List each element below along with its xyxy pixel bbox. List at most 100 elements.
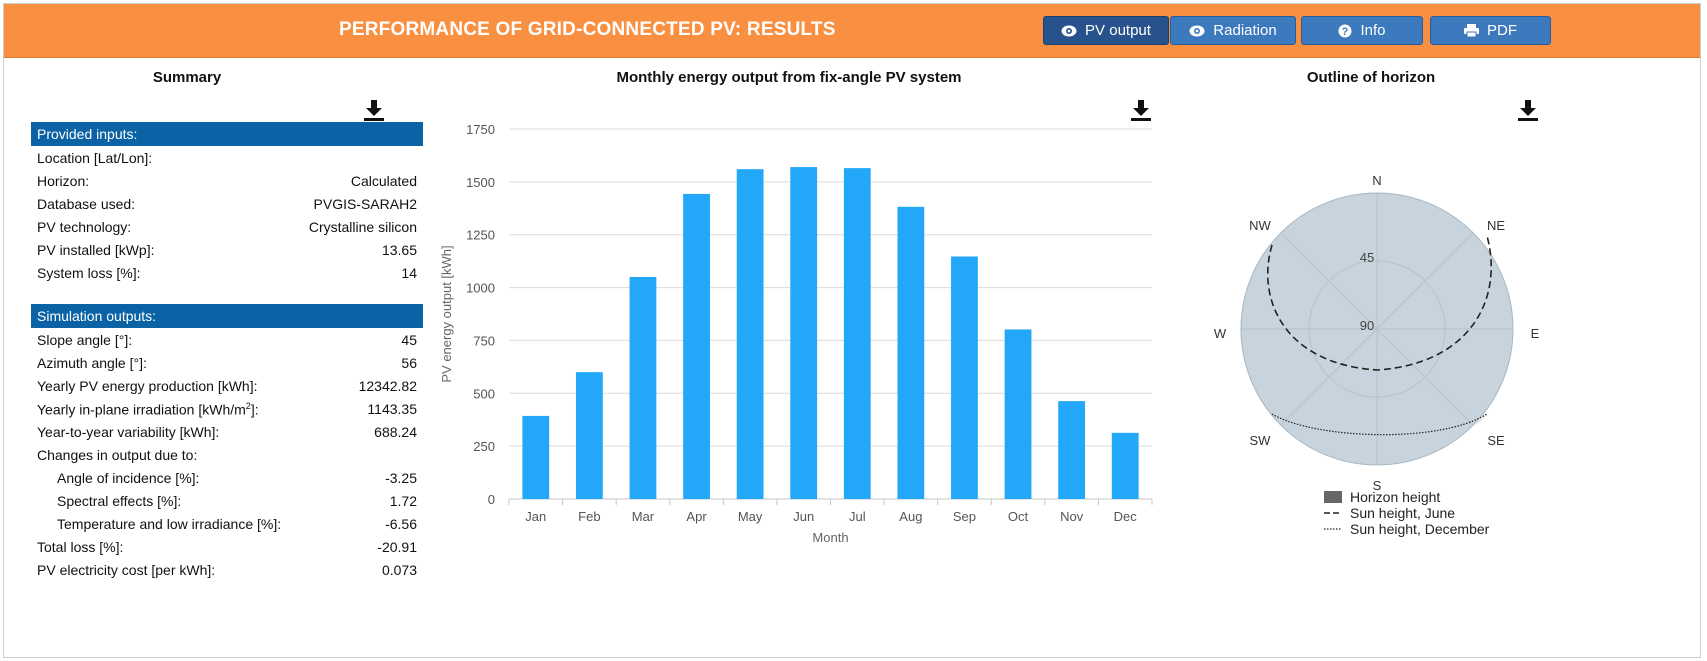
question-circle-icon: ? — [1338, 24, 1352, 38]
x-tick-label: Jan — [525, 509, 546, 524]
x-tick-label: Mar — [632, 509, 655, 524]
download-icon[interactable] — [1517, 99, 1539, 121]
bar-jan — [522, 415, 550, 499]
summary-row-value: -20.91 — [377, 539, 417, 555]
summary-row: Yearly PV energy production [kWh]: 12342.… — [31, 378, 417, 398]
summary-row: Spectral effects [%]: 1.72 — [31, 493, 417, 513]
horizon-height-area — [1474, 414, 1487, 426]
pdf-button[interactable]: PDF — [1430, 16, 1551, 45]
summary-row-label: System loss [%]: — [37, 265, 141, 281]
summary-row-value: 14 — [401, 265, 417, 281]
summary-row: Angle of incidence [%]: -3.25 — [31, 470, 417, 490]
summary-row-value: 12342.82 — [358, 378, 417, 394]
monthly-energy-chart: 0 250 500 750 1000 1250 1500 1750 Jan Feb Mar Apr Ma… — [439, 122, 1153, 545]
svg-text:?: ? — [1342, 26, 1349, 38]
summary-row: Year-to-year variability [kWh]: 688.24 — [31, 424, 417, 444]
summary-row-label: Database used: — [37, 196, 136, 212]
summary-row-value: 1143.35 — [367, 401, 417, 417]
bar-apr — [683, 193, 710, 499]
summary-row-label: Slope angle [°]: — [37, 332, 133, 348]
summary-row-label: PV electricity cost [per kWh]: — [37, 562, 216, 578]
bar-may — [736, 169, 764, 499]
summary-row-label: Changes in output due to: — [37, 447, 198, 463]
simulation-outputs-header: Simulation outputs: — [31, 304, 423, 328]
summary-row-value: 45 — [401, 332, 417, 348]
direction-ne-label: NE — [1487, 218, 1505, 233]
summary-row-label: Year-to-year variability [kWh]: — [37, 424, 220, 440]
x-tick-label: Sep — [953, 509, 976, 524]
summary-row: Horizon: Calculated — [31, 173, 417, 193]
ring-90-label: 90 — [1360, 318, 1374, 333]
y-tick-label: 250 — [473, 439, 495, 454]
ring-45-label: 45 — [1360, 250, 1374, 265]
summary-row-label: Horizon: — [37, 173, 90, 189]
summary-row: Location [Lat/Lon]: — [31, 150, 417, 170]
pv-output-button[interactable]: PV output — [1043, 16, 1169, 45]
y-tick-label: 1000 — [466, 281, 495, 296]
legend-sun-december: Sun height, December — [1324, 521, 1489, 537]
bar-nov — [1058, 401, 1086, 499]
pdf-label: PDF — [1487, 22, 1517, 39]
summary-row-label: Location [Lat/Lon]: — [37, 150, 153, 166]
x-tick-label: May — [738, 509, 763, 524]
x-tick-label: Feb — [578, 509, 600, 524]
summary-row-value: 0.073 — [381, 562, 417, 578]
pv-output-label: PV output — [1085, 22, 1151, 39]
direction-se-label: SE — [1487, 433, 1505, 448]
x-tick-label: Nov — [1060, 509, 1084, 524]
summary-row-label: Angle of incidence [%]: — [57, 470, 200, 486]
summary-row-value: -6.56 — [385, 516, 417, 532]
bar-dec — [1111, 432, 1139, 499]
bar-oct — [1004, 329, 1032, 499]
summary-row-value: -3.25 — [385, 470, 417, 486]
direction-nw-label: NW — [1249, 218, 1271, 233]
eye-icon — [1189, 25, 1205, 36]
summary-row-value: 56 — [401, 355, 417, 371]
page-title: PERFORMANCE OF GRID-CONNECTED PV: RESULT… — [339, 19, 836, 40]
sun-path-june — [1267, 235, 1492, 371]
eye-icon — [1061, 25, 1077, 36]
summary-row: Slope angle [°]: 45 — [31, 332, 417, 352]
summary-row-label: Yearly PV energy production [kWh]: — [37, 378, 258, 394]
summary-row-label: Total loss [%]: — [37, 539, 124, 555]
download-icon[interactable] — [1130, 99, 1152, 121]
summary-row-value: 13.65 — [381, 242, 417, 258]
direction-w-label: W — [1214, 326, 1227, 341]
summary-row-label: Yearly in-plane irradiation [kWh/m2]: — [37, 401, 259, 418]
summary-row: Total loss [%]: -20.91 — [31, 539, 417, 559]
radiation-button[interactable]: Radiation — [1170, 16, 1296, 45]
x-tick-label: Dec — [1114, 509, 1138, 524]
x-tick-label: Apr — [686, 509, 707, 524]
summary-row-label: PV installed [kWp]: — [37, 242, 155, 258]
download-icon[interactable] — [363, 99, 385, 121]
legend-sun-june: Sun height, June — [1324, 505, 1455, 521]
summary-row: Azimuth angle [°]: 56 — [31, 355, 417, 375]
polar-grid — [1241, 193, 1513, 465]
direction-n-label: N — [1372, 173, 1381, 188]
summary-row-value: PVGIS-SARAH2 — [313, 196, 417, 212]
direction-sw-label: SW — [1250, 433, 1272, 448]
results-panel: PERFORMANCE OF GRID-CONNECTED PV: RESULT… — [3, 3, 1701, 658]
info-label: Info — [1360, 22, 1386, 39]
bar-sep — [951, 256, 978, 499]
info-button[interactable]: ? Info — [1301, 16, 1423, 45]
monthly-chart-title: Monthly energy output from fix-angle PV … — [616, 69, 962, 86]
x-tick-label: Jul — [849, 509, 866, 524]
bar-jul — [843, 168, 871, 499]
provided-inputs-header: Provided inputs: — [31, 122, 423, 146]
y-tick-label: 1500 — [466, 175, 495, 190]
dotted-line-swatch — [1324, 528, 1342, 530]
summary-row: System loss [%]: 14 — [31, 265, 417, 285]
summary-row: Temperature and low irradiance [%]: -6.56 — [31, 516, 417, 536]
summary-row-value: 1.72 — [389, 493, 417, 509]
summary-row: PV installed [kWp]: 13.65 — [31, 242, 417, 262]
summary-row: Database used: PVGIS-SARAH2 — [31, 196, 417, 216]
horizon-title: Outline of horizon — [1306, 69, 1436, 86]
summary-title: Summary — [152, 69, 222, 86]
y-tick-label: 1250 — [466, 228, 495, 243]
summary-row: Changes in output due to: — [31, 447, 417, 467]
summary-row-label: Temperature and low irradiance [%]: — [57, 516, 282, 532]
x-tick-label: Jun — [793, 509, 814, 524]
x-tick-label: Aug — [899, 509, 922, 524]
summary-row-value: Crystalline silicon — [308, 219, 417, 235]
